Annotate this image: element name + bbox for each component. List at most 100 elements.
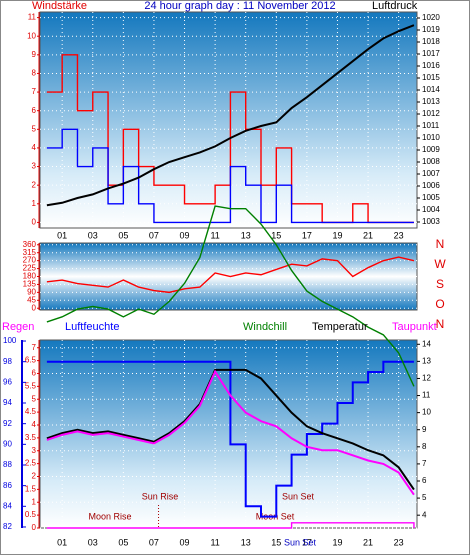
legend-entry: Windchill <box>243 321 287 333</box>
y-tick-label: 0 <box>32 303 37 312</box>
annotation: Sun Set <box>284 537 317 547</box>
y2-tick-label: 5 <box>422 493 427 502</box>
x-tick-label: 01 <box>57 230 67 240</box>
y-tick-label: 1 <box>32 497 37 506</box>
y-tick-label: 7 <box>32 87 37 96</box>
y-tick-label: 270 <box>23 256 37 265</box>
y-tick-label: 4 <box>32 143 37 152</box>
y2-tick-label: 1011 <box>422 121 440 130</box>
y2-tick-label: 13 <box>422 356 431 365</box>
y3-tick-label: 82 <box>3 522 12 531</box>
x-tick-label: 07 <box>149 537 159 547</box>
y-tick-label: 11 <box>28 13 37 22</box>
x-tick-label: 13 <box>241 537 251 547</box>
y-tick-label: 90 <box>27 287 36 296</box>
x-tick-label: 21 <box>363 230 373 240</box>
x-tick-label: 09 <box>180 230 190 240</box>
chart-title: 24 hour graph day : 11 November 2012 <box>144 0 335 12</box>
y-tick-label: 5 <box>32 124 37 133</box>
y-tick-label: 2 <box>32 180 37 189</box>
y3-tick-label: 98 <box>3 357 12 366</box>
y2-tick-label: 6 <box>422 476 427 485</box>
compass-label: N <box>436 317 445 331</box>
series-line <box>46 360 414 518</box>
y2-tick-label: 11 <box>422 391 431 400</box>
x-tick-label: 15 <box>271 537 281 547</box>
y2-tick-label: 1004 <box>422 205 440 214</box>
y2-label: Luftdruck <box>372 0 418 12</box>
y2-tick-label: 14 <box>422 339 431 348</box>
y-tick-label: 315 <box>23 248 37 257</box>
y3-tick-label: 100 <box>3 336 17 345</box>
x-tick-label: 17 <box>302 230 312 240</box>
y2-tick-label: 4 <box>422 510 427 519</box>
x-tick-label: 19 <box>332 230 342 240</box>
legend-entry: Luftfeuchte <box>65 321 119 333</box>
y-tick-label: 225 <box>23 264 37 273</box>
series-line <box>46 205 415 387</box>
y-tick-label: 6 <box>32 369 37 378</box>
x-tick-label: 21 <box>363 537 373 547</box>
y-tick-label: 135 <box>23 280 37 289</box>
y-tick-label: 180 <box>23 272 37 281</box>
y2-tick-label: 10 <box>422 408 431 417</box>
y2-tick-label: 1015 <box>422 73 440 82</box>
x-tick-label: 11 <box>210 230 219 240</box>
x-tick-label: 19 <box>332 537 342 547</box>
y2-tick-label: 7 <box>422 459 427 468</box>
y-tick-label: 6 <box>32 106 37 115</box>
x-tick-label: 23 <box>394 230 404 240</box>
panel-wind <box>39 11 418 229</box>
y-label: Windstärke <box>32 0 87 12</box>
y-tick-label: 10 <box>27 31 36 40</box>
y2-tick-label: 1003 <box>422 217 440 226</box>
y2-tick-label: 1019 <box>422 25 440 34</box>
y-tick-label: 2.5 <box>25 459 37 468</box>
y-tick-label: 9 <box>32 50 37 59</box>
annotation: Sun Set <box>282 491 315 501</box>
series-line <box>46 256 415 294</box>
y3-tick-label: 96 <box>3 377 12 386</box>
y-tick-label: 0 <box>32 523 37 532</box>
x-tick-label: 05 <box>118 230 128 240</box>
y-tick-label: 8 <box>32 69 37 78</box>
y2-tick-label: 12 <box>422 374 431 383</box>
x-tick-label: 15 <box>271 230 281 240</box>
y-tick-label: 0.5 <box>25 510 37 519</box>
y2-tick-label: 1007 <box>422 169 440 178</box>
series-line <box>46 369 415 496</box>
y-tick-label: 0 <box>32 218 37 227</box>
compass-label: S <box>436 277 444 291</box>
y-tick-label: 5.5 <box>25 381 37 390</box>
y2-tick-label: 8 <box>422 442 427 451</box>
series-line <box>46 128 414 224</box>
y3-tick-label: 90 <box>3 439 12 448</box>
y-tick-label: 7 <box>32 343 37 352</box>
y2-tick-label: 9 <box>422 425 427 434</box>
compass-label: W <box>434 257 446 271</box>
y3-tick-label: 92 <box>3 419 12 428</box>
x-tick-label: 11 <box>210 537 219 547</box>
y2-tick-label: 1008 <box>422 157 440 166</box>
y-tick-label: 3 <box>32 446 37 455</box>
y-tick-label: 5 <box>32 394 37 403</box>
compass-label: N <box>436 237 445 251</box>
x-tick-label: 17 <box>302 537 312 547</box>
y-tick-label: 45 <box>27 295 36 304</box>
y-tick-label: 360 <box>23 240 37 249</box>
y2-tick-label: 1013 <box>422 97 440 106</box>
y-tick-label: 1 <box>32 199 37 208</box>
x-tick-label: 09 <box>180 537 190 547</box>
series-line <box>46 368 415 491</box>
y3-tick-label: 86 <box>3 481 12 490</box>
x-tick-label: 03 <box>88 230 98 240</box>
y2-tick-label: 1014 <box>422 85 440 94</box>
series-line <box>46 522 415 529</box>
x-tick-label: 03 <box>88 537 98 547</box>
y3-tick-label: 84 <box>3 501 12 510</box>
annotation: Moon Rise <box>88 511 131 521</box>
y3-tick-label: 94 <box>3 398 12 407</box>
y2-tick-label: 1012 <box>422 109 440 118</box>
series-line <box>46 24 415 207</box>
